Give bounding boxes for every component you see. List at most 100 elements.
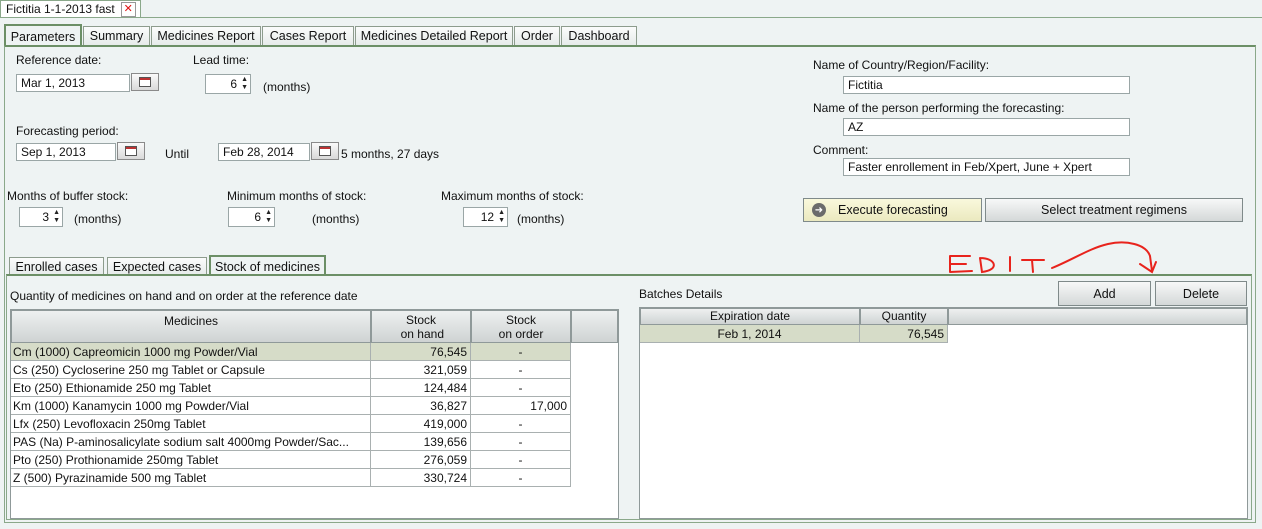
lead-time-spinner[interactable]: 6 ▲ ▼ bbox=[205, 74, 251, 94]
tab-order[interactable]: Order bbox=[514, 26, 560, 45]
reference-date-label: Reference date: bbox=[16, 53, 102, 67]
reference-date-field[interactable]: Mar 1, 2013 bbox=[16, 74, 130, 92]
stock-caption: Quantity of medicines on hand and on ord… bbox=[10, 289, 358, 303]
buffer-stock-label: Months of buffer stock: bbox=[7, 189, 129, 203]
parameters-panel bbox=[4, 45, 1256, 523]
on-order-cell: - bbox=[471, 433, 571, 451]
quantity-cell: 76,545 bbox=[860, 325, 948, 343]
country-field[interactable]: Fictitia bbox=[843, 76, 1130, 94]
tab-cases-report[interactable]: Cases Report bbox=[262, 26, 354, 45]
on-order-cell: - bbox=[471, 361, 571, 379]
select-treatment-regimens-button[interactable]: Select treatment regimens bbox=[985, 198, 1243, 222]
arrow-right-circle-icon: ➜ bbox=[812, 203, 826, 217]
lead-time-label: Lead time: bbox=[193, 53, 250, 67]
person-field[interactable]: AZ bbox=[843, 118, 1130, 136]
on-hand-cell: 76,545 bbox=[371, 343, 471, 361]
max-stock-label: Maximum months of stock: bbox=[441, 189, 584, 203]
execute-forecasting-button[interactable]: ➜ Execute forecasting bbox=[803, 198, 982, 222]
document-tab-title: Fictitia 1-1-2013 fast bbox=[6, 2, 115, 16]
spinner-arrows-icon[interactable]: ▲ ▼ bbox=[498, 209, 505, 224]
forecasting-period-label: Forecasting period: bbox=[16, 124, 119, 138]
on-order-cell: - bbox=[471, 415, 571, 433]
on-hand-cell: 276,059 bbox=[371, 451, 471, 469]
document-tab[interactable]: Fictitia 1-1-2013 fast ✕ bbox=[0, 0, 141, 17]
medicine-name-cell: Km (1000) Kanamycin 1000 mg Powder/Vial bbox=[11, 397, 371, 415]
on-order-cell: - bbox=[471, 469, 571, 487]
min-stock-value: 6 bbox=[254, 210, 262, 224]
stock-on-hand-header-line2: on hand bbox=[400, 327, 444, 341]
batches-caption: Batches Details bbox=[639, 287, 723, 301]
stock-panel bbox=[6, 274, 1252, 520]
on-hand-cell: 36,827 bbox=[371, 397, 471, 415]
subtab-stock-of-medicines[interactable]: Stock of medicines bbox=[209, 255, 326, 276]
medicine-name-cell: Pto (250) Prothionamide 250mg Tablet bbox=[11, 451, 371, 469]
medicines-column-header[interactable]: Medicines bbox=[11, 310, 371, 343]
stock-on-order-header-line2: on order bbox=[498, 327, 544, 341]
medicine-name-cell: Z (500) Pyrazinamide 500 mg Tablet bbox=[11, 469, 371, 487]
annotation-letter-t bbox=[1021, 259, 1045, 273]
on-order-cell: - bbox=[471, 343, 571, 361]
annotation-letter-e bbox=[949, 255, 973, 273]
tab-medicines-report[interactable]: Medicines Report bbox=[151, 26, 261, 45]
period-start-field[interactable]: Sep 1, 2013 bbox=[16, 143, 116, 161]
comment-field[interactable]: Faster enrollement in Feb/Xpert, June + … bbox=[843, 158, 1130, 176]
medicine-name-cell: Eto (250) Ethionamide 250 mg Tablet bbox=[11, 379, 371, 397]
medicine-name-cell: Cm (1000) Capreomicin 1000 mg Powder/Via… bbox=[11, 343, 371, 361]
max-stock-value: 12 bbox=[480, 210, 495, 224]
max-stock-unit: (months) bbox=[517, 212, 565, 226]
period-duration: 5 months, 27 days bbox=[341, 147, 440, 161]
stock-on-hand-header-line1: Stock bbox=[405, 313, 436, 327]
buffer-stock-spinner[interactable]: 3 ▲ ▼ bbox=[19, 207, 63, 227]
annotation-letter-d bbox=[979, 257, 995, 274]
on-hand-cell: 124,484 bbox=[371, 379, 471, 397]
tab-summary[interactable]: Summary bbox=[83, 26, 150, 45]
on-hand-cell: 321,059 bbox=[371, 361, 471, 379]
stock-on-order-header-line1: Stock bbox=[505, 313, 536, 327]
medicine-name-cell: PAS (Na) P-aminosalicylate sodium salt 4… bbox=[11, 433, 371, 451]
spinner-arrows-icon[interactable]: ▲ ▼ bbox=[53, 209, 60, 224]
on-order-cell: - bbox=[471, 451, 571, 469]
until-label: Until bbox=[165, 147, 190, 161]
min-stock-label: Minimum months of stock: bbox=[227, 189, 367, 203]
close-icon[interactable]: ✕ bbox=[120, 1, 136, 17]
medicine-name-cell: Lfx (250) Levofloxacin 250mg Tablet bbox=[11, 415, 371, 433]
stock-on-hand-column-header[interactable]: Stock on hand bbox=[371, 310, 471, 343]
edit-annotation bbox=[949, 241, 1157, 274]
subtab-expected-cases[interactable]: Expected cases bbox=[107, 257, 207, 275]
spinner-arrows-icon[interactable]: ▲ ▼ bbox=[241, 76, 248, 91]
lead-time-unit: (months) bbox=[263, 80, 311, 94]
spinner-arrows-icon[interactable]: ▲ ▼ bbox=[265, 209, 272, 224]
tab-parameters[interactable]: Parameters bbox=[4, 24, 82, 46]
quantity-column-header[interactable]: Quantity bbox=[860, 308, 948, 325]
on-order-cell: - bbox=[471, 379, 571, 397]
min-stock-unit: (months) bbox=[312, 212, 360, 226]
add-batch-button[interactable]: Add bbox=[1058, 281, 1151, 306]
calendar-icon bbox=[319, 146, 331, 156]
max-stock-spinner[interactable]: 12 ▲ ▼ bbox=[463, 207, 508, 227]
stock-on-order-column-header[interactable]: Stock on order bbox=[471, 310, 571, 343]
min-stock-spinner[interactable]: 6 ▲ ▼ bbox=[228, 207, 275, 227]
period-end-field[interactable]: Feb 28, 2014 bbox=[218, 143, 310, 161]
on-order-cell: 17,000 bbox=[471, 397, 571, 415]
on-hand-cell: 330,724 bbox=[371, 469, 471, 487]
reference-date-calendar-button[interactable] bbox=[131, 73, 159, 91]
subtab-enrolled-cases[interactable]: Enrolled cases bbox=[9, 257, 104, 275]
delete-batch-button[interactable]: Delete bbox=[1155, 281, 1247, 306]
person-label: Name of the person performing the foreca… bbox=[813, 101, 1065, 115]
annotation-arrow bbox=[1051, 241, 1153, 272]
period-end-calendar-button[interactable] bbox=[311, 142, 339, 160]
annotation-arrowhead bbox=[1139, 261, 1157, 274]
comment-label: Comment: bbox=[813, 143, 869, 157]
period-start-calendar-button[interactable] bbox=[117, 142, 145, 160]
batches-table-filler-header bbox=[948, 308, 1247, 325]
calendar-icon bbox=[139, 77, 151, 87]
lead-time-value: 6 bbox=[230, 77, 238, 91]
expiration-date-cell: Feb 1, 2014 bbox=[640, 325, 860, 343]
medicine-name-cell: Cs (250) Cycloserine 250 mg Tablet or Ca… bbox=[11, 361, 371, 379]
tab-medicines-detailed-report[interactable]: Medicines Detailed Report bbox=[355, 26, 513, 45]
tab-dashboard[interactable]: Dashboard bbox=[561, 26, 637, 45]
country-label: Name of Country/Region/Facility: bbox=[813, 58, 990, 72]
on-hand-cell: 139,656 bbox=[371, 433, 471, 451]
expiration-date-column-header[interactable]: Expiration date bbox=[640, 308, 860, 325]
buffer-stock-unit: (months) bbox=[74, 212, 122, 226]
